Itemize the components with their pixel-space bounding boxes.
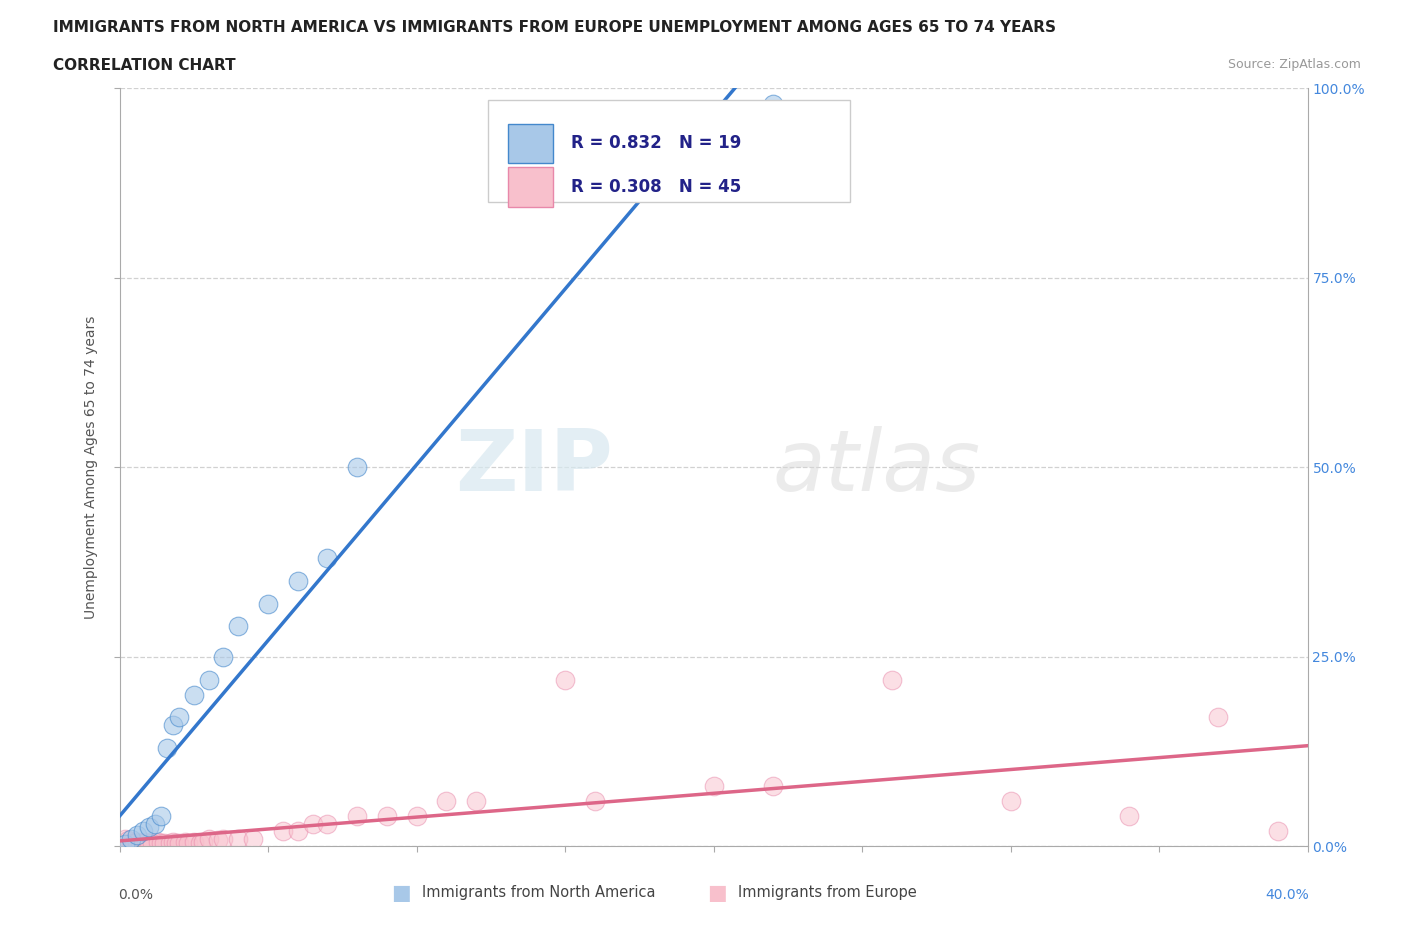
- Point: [117, 832, 139, 847]
- FancyBboxPatch shape: [488, 100, 851, 202]
- Point: [150, 808, 173, 823]
- Point: [150, 835, 173, 850]
- Point: [228, 831, 250, 846]
- Point: [212, 831, 235, 846]
- Point: [138, 835, 160, 850]
- Point: [346, 460, 368, 475]
- Point: [120, 835, 142, 850]
- Point: [165, 835, 187, 850]
- Text: R = 0.832   N = 19: R = 0.832 N = 19: [571, 134, 741, 153]
- Point: [156, 740, 179, 755]
- Point: [138, 820, 160, 835]
- Point: [287, 824, 309, 839]
- Point: [316, 551, 339, 565]
- Point: [132, 824, 155, 839]
- Point: [146, 834, 169, 849]
- Text: ■: ■: [707, 883, 727, 903]
- Point: [242, 831, 264, 846]
- Point: [135, 834, 157, 849]
- Text: Source: ZipAtlas.com: Source: ZipAtlas.com: [1227, 58, 1361, 71]
- Point: [183, 834, 205, 849]
- Point: [197, 672, 219, 687]
- Point: [120, 831, 142, 846]
- Text: ■: ■: [391, 883, 411, 903]
- Point: [271, 824, 294, 839]
- Y-axis label: Unemployment Among Ages 65 to 74 years: Unemployment Among Ages 65 to 74 years: [84, 315, 98, 619]
- Point: [191, 834, 214, 849]
- Point: [762, 96, 785, 111]
- Point: [1118, 808, 1140, 823]
- Text: atlas: atlas: [773, 426, 981, 509]
- Point: [183, 687, 205, 702]
- Point: [583, 793, 606, 808]
- Point: [1000, 793, 1022, 808]
- FancyBboxPatch shape: [508, 124, 553, 163]
- Point: [124, 836, 146, 851]
- Point: [405, 808, 427, 823]
- Text: 0.0%: 0.0%: [118, 888, 153, 902]
- Point: [301, 817, 323, 831]
- Point: [141, 836, 163, 851]
- Point: [173, 834, 195, 849]
- Point: [114, 831, 136, 846]
- Point: [197, 831, 219, 846]
- Point: [114, 837, 136, 852]
- Point: [162, 718, 184, 733]
- Point: [153, 835, 176, 850]
- Point: [1208, 710, 1230, 724]
- Text: CORRELATION CHART: CORRELATION CHART: [53, 58, 236, 73]
- Point: [880, 672, 903, 687]
- Point: [228, 619, 250, 634]
- Point: [167, 710, 190, 724]
- Point: [129, 836, 152, 851]
- FancyBboxPatch shape: [508, 167, 553, 206]
- Point: [127, 828, 149, 843]
- Point: [177, 835, 200, 850]
- Text: Immigrants from Europe: Immigrants from Europe: [738, 885, 917, 900]
- Point: [434, 793, 457, 808]
- Text: ZIP: ZIP: [454, 426, 613, 509]
- Point: [554, 672, 576, 687]
- Point: [162, 834, 184, 849]
- Point: [212, 649, 235, 664]
- Point: [143, 817, 166, 831]
- Point: [257, 596, 280, 611]
- Text: IMMIGRANTS FROM NORTH AMERICA VS IMMIGRANTS FROM EUROPE UNEMPLOYMENT AMONG AGES : IMMIGRANTS FROM NORTH AMERICA VS IMMIGRA…: [53, 20, 1056, 35]
- Point: [127, 834, 149, 849]
- Point: [464, 793, 486, 808]
- Point: [159, 836, 181, 851]
- Point: [132, 835, 155, 850]
- Point: [346, 808, 368, 823]
- Point: [188, 835, 211, 850]
- Text: 40.0%: 40.0%: [1265, 888, 1309, 902]
- Point: [167, 835, 190, 850]
- Point: [1267, 824, 1289, 839]
- Point: [316, 817, 339, 831]
- Text: R = 0.308   N = 45: R = 0.308 N = 45: [571, 178, 741, 196]
- Point: [207, 832, 229, 847]
- Point: [762, 778, 785, 793]
- Point: [702, 778, 725, 793]
- Point: [375, 808, 398, 823]
- Text: Immigrants from North America: Immigrants from North America: [422, 885, 655, 900]
- Point: [287, 574, 309, 589]
